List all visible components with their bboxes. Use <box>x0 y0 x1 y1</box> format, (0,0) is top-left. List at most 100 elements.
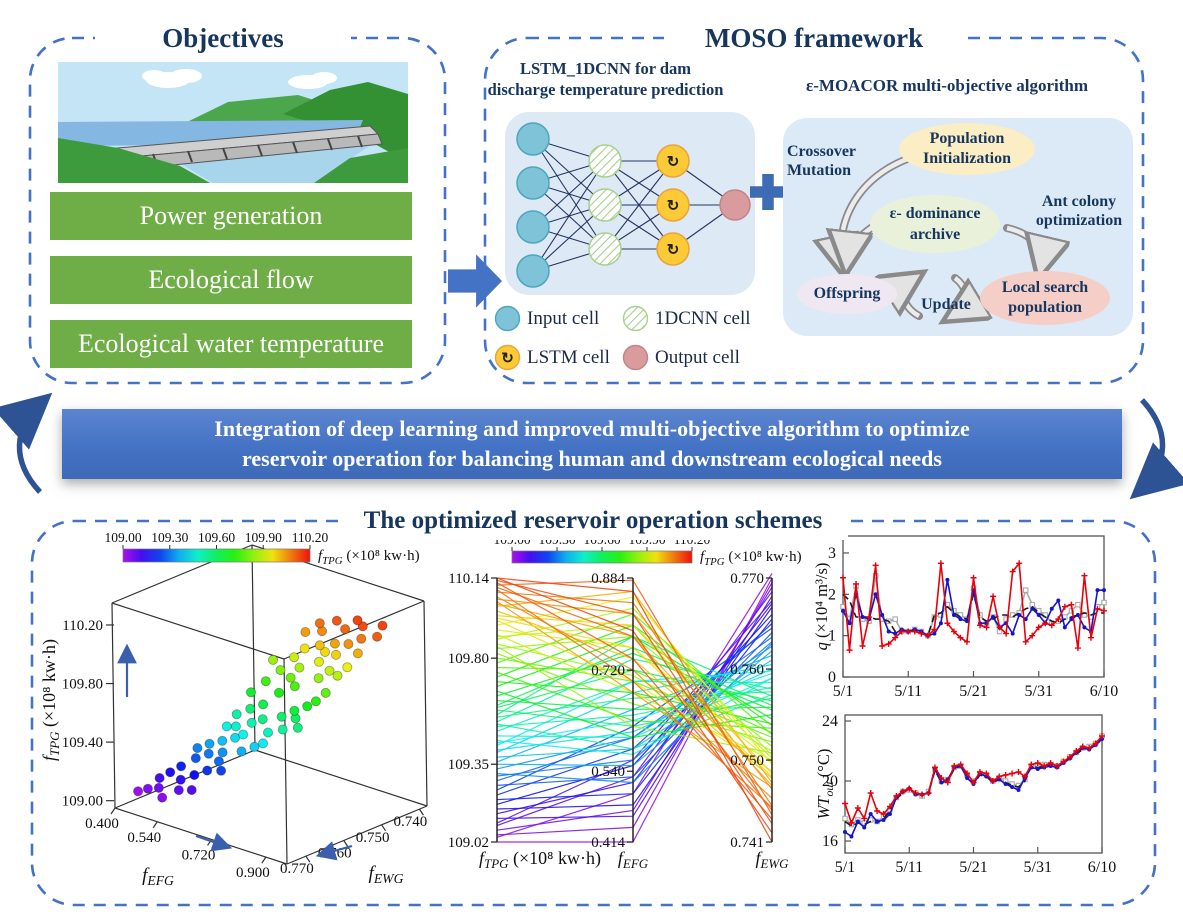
red-line-markers <box>840 560 1107 654</box>
cloud-icon <box>142 69 337 89</box>
svg-text:0.770: 0.770 <box>730 571 764 587</box>
reservoir-illustration <box>58 62 408 183</box>
parallel-coordinates-plot: 109.02 109.35 109.80 110.14 fTPG (×10⁸ kw·h)… <box>448 532 802 871</box>
svg-text:5/31: 5/31 <box>1025 683 1053 700</box>
svg-text:0.750: 0.750 <box>730 753 764 769</box>
input-cell-icon <box>494 305 521 332</box>
data-point <box>319 647 330 658</box>
svg-text:5/1: 5/1 <box>833 683 853 700</box>
data-point <box>204 738 215 749</box>
nn-diagram: ↻ ↻ ↻ <box>516 122 751 288</box>
svg-text:109.80: 109.80 <box>62 677 103 693</box>
algo-section-header: ε-MOACOR multi-objective algorithm <box>805 76 1089 95</box>
blue-line-markers <box>841 577 1106 638</box>
data-point <box>377 620 388 631</box>
svg-text:fTPG (×10⁸ kw·h): fTPG (×10⁸ kw·h) <box>479 848 601 871</box>
label-crossover-mutation: Crossover Mutation <box>787 143 857 179</box>
data-point <box>314 618 325 629</box>
data-point <box>324 665 335 676</box>
data-point <box>276 711 287 722</box>
1dcnn-cell <box>588 144 622 178</box>
svg-text:5/31: 5/31 <box>1024 859 1052 876</box>
objectives-title: Objectives <box>95 19 351 57</box>
data-point <box>189 770 200 781</box>
data-point <box>289 681 300 692</box>
data-point <box>352 615 363 626</box>
data-point <box>329 638 340 649</box>
left-bank <box>58 138 210 183</box>
data-point <box>217 747 228 758</box>
svg-text:5/11: 5/11 <box>894 683 922 700</box>
scatter-points <box>133 615 388 803</box>
data-point <box>133 786 144 797</box>
data-point <box>236 746 247 757</box>
svg-text:0.760: 0.760 <box>730 662 764 678</box>
svg-text:↻: ↻ <box>667 243 680 259</box>
nn-legend: Input cell 1DCNN cell ↻ LSTM cell Output… <box>494 299 790 377</box>
solution-lines <box>496 573 773 843</box>
input-cell <box>516 254 550 288</box>
svg-text:0.720: 0.720 <box>591 663 625 679</box>
schemes-title: The optimized reservoir operation scheme… <box>338 502 848 540</box>
scatter-colorbar: 109.00 109.30 109.60 109.90 110.20 fTPG (×10⁸… <box>104 530 419 567</box>
node-offspring: Offspring <box>797 274 897 314</box>
data-point <box>292 722 303 733</box>
data-point <box>175 774 186 785</box>
data-point <box>153 782 164 793</box>
svg-text:3: 3 <box>828 545 836 562</box>
y-direction-arrow-icon <box>315 841 353 861</box>
svg-text:fEWG: fEWG <box>369 863 404 886</box>
data-point <box>258 699 269 710</box>
svg-text:0.884: 0.884 <box>591 571 625 587</box>
nn-edges <box>532 138 736 272</box>
data-point <box>294 662 305 673</box>
data-point <box>165 767 176 778</box>
data-point <box>230 732 241 743</box>
svg-text:2: 2 <box>828 586 836 603</box>
red-line-markers <box>842 733 1105 826</box>
svg-text:fEFG: fEFG <box>142 865 174 888</box>
data-point <box>372 631 383 642</box>
moacor-panel: Population Initialization Crossover Muta… <box>783 118 1133 336</box>
objectives-border <box>28 36 447 385</box>
data-point <box>300 627 311 638</box>
data-point <box>273 687 284 698</box>
svg-text:5/21: 5/21 <box>959 683 987 700</box>
data-point <box>203 748 214 759</box>
data-point <box>356 633 367 644</box>
svg-text:WTout (°C): WTout (°C) <box>814 749 836 820</box>
data-point <box>257 714 268 725</box>
svg-text:16: 16 <box>822 833 838 850</box>
water-temperature-timeseries: 16 20 24 5/1 5/11 5/21 5/31 6/10 WTout (°C) <box>814 713 1116 876</box>
data-point <box>277 724 288 735</box>
dashed-borders <box>28 36 1157 907</box>
right-cycle-arrow-icon <box>1129 398 1183 500</box>
svg-text:109.80: 109.80 <box>448 651 489 667</box>
cube-edges <box>111 544 428 865</box>
svg-text:↻: ↻ <box>667 155 680 171</box>
data-point <box>249 741 260 752</box>
legend-output-cell: Output cell <box>622 338 790 377</box>
data-point <box>173 785 184 796</box>
nn-nodes: ↻ ↻ ↻ <box>516 122 751 288</box>
svg-text:0.540: 0.540 <box>591 764 625 780</box>
svg-text:109.02: 109.02 <box>448 835 489 851</box>
downstream-water <box>178 140 378 183</box>
svg-text:0.720: 0.720 <box>182 847 216 863</box>
data-point <box>262 727 273 738</box>
data-point <box>275 665 286 676</box>
data-point <box>314 640 325 651</box>
data-point <box>238 729 249 740</box>
svg-text:5/1: 5/1 <box>835 859 855 876</box>
svg-text:5/11: 5/11 <box>895 859 923 876</box>
1dcnn-cell-icon <box>622 305 649 332</box>
label-update: Update <box>921 296 971 313</box>
svg-text:0.540: 0.540 <box>127 830 161 846</box>
x-direction-arrow-icon <box>195 832 233 852</box>
data-point <box>190 753 201 764</box>
input-cell <box>516 122 550 156</box>
svg-text:fTPG (×10⁸ kw·h): fTPG (×10⁸ kw·h) <box>700 549 802 568</box>
